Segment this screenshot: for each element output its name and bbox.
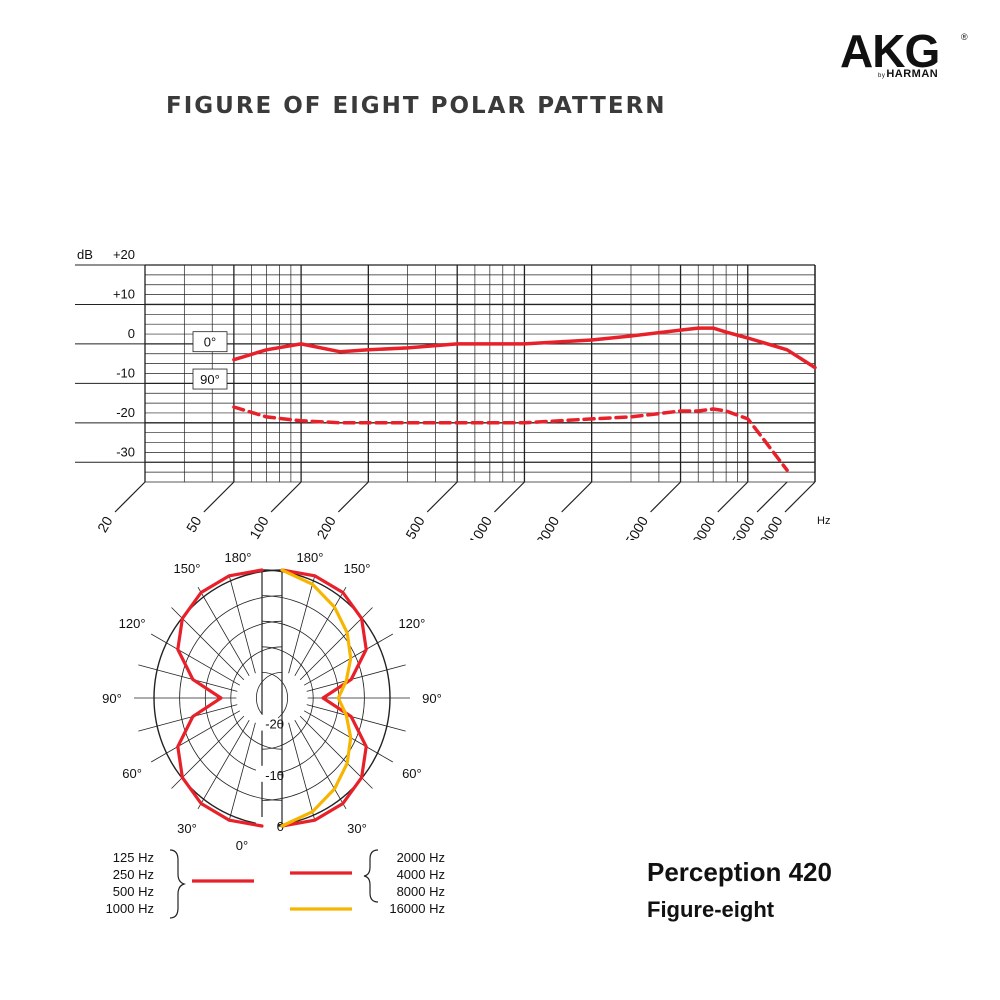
r-label-bg: [256, 765, 278, 782]
polar-spoke: [228, 722, 256, 822]
legend-label: 16000 Hz: [389, 901, 445, 916]
polar-series: [280, 568, 353, 828]
angle-label: 90°: [102, 691, 122, 706]
polar-ring: [179, 595, 283, 801]
polar-spoke: [306, 664, 406, 692]
polar-spoke: [288, 722, 316, 822]
legend-label: 8000 Hz: [397, 884, 445, 899]
y-tick-label: +20: [113, 247, 135, 262]
r-label-bg: [256, 714, 278, 731]
legend-label: 500 Hz: [113, 884, 154, 899]
polar-spoke: [288, 574, 316, 674]
polar-spoke: [294, 719, 347, 810]
legend-label: 2000 Hz: [397, 850, 445, 865]
x-unit-label: Hz: [817, 515, 830, 527]
angle-label: 0°: [236, 838, 248, 853]
legend-brace: [363, 849, 379, 903]
page-title: FIGURE OF EIGHT POLAR PATTERN: [166, 93, 667, 119]
x-tick-line: [717, 481, 749, 513]
polar-spoke: [303, 710, 394, 763]
series-line: [232, 326, 817, 370]
akg-logo: AKG ® byHARMAN: [840, 28, 970, 84]
series-label: 0°: [204, 335, 216, 350]
polar-spoke: [303, 633, 394, 686]
frequency-response-chart: 20 50 100 200 500 1000 2000 5000 10000 1500020000…: [75, 247, 830, 540]
series-line: [232, 405, 789, 472]
polar-ring: [153, 569, 283, 827]
polar-spoke: [306, 704, 406, 732]
x-tick-line: [114, 481, 146, 513]
series-label: 90°: [200, 372, 220, 387]
angle-label: 30°: [347, 821, 367, 836]
series-label-box: [192, 331, 228, 353]
x-tick-label: 50: [183, 513, 205, 535]
angle-label: 90°: [422, 691, 442, 706]
logo-by: by: [878, 73, 886, 79]
polar-spoke: [138, 664, 238, 692]
angle-label: 150°: [174, 561, 201, 576]
polar-spoke: [150, 633, 241, 686]
r-tick-label: -10: [265, 768, 284, 783]
polar-spoke: [150, 710, 241, 763]
y-unit-label: dB: [77, 247, 93, 262]
polar-ring: [230, 646, 283, 750]
polar-spoke: [294, 586, 347, 677]
x-tick-line: [561, 481, 593, 513]
legend-label: 4000 Hz: [397, 867, 445, 882]
x-tick-line: [650, 481, 681, 513]
x-tick-line: [494, 481, 525, 513]
polar-series: [280, 568, 368, 828]
x-tick-line: [784, 481, 816, 513]
legend-label: 125 Hz: [113, 850, 154, 865]
polar-series: [176, 568, 264, 828]
angle-label: 60°: [122, 766, 142, 781]
x-tick-line: [203, 481, 235, 513]
x-tick-line: [756, 481, 788, 513]
angle-label: 150°: [344, 561, 371, 576]
r-tick-label: 0: [277, 819, 284, 834]
angle-label: 120°: [119, 616, 146, 631]
legend-label: 1000 Hz: [106, 901, 154, 916]
angle-label: 180°: [225, 550, 252, 565]
x-tick-line: [270, 481, 302, 513]
polar-ring: [204, 620, 283, 776]
freq-grid: [75, 264, 816, 513]
x-tick-line: [337, 481, 369, 513]
logo-parent: HARMAN: [886, 68, 939, 80]
polar-grid: [134, 569, 410, 827]
x-tick-label: 20: [94, 513, 116, 535]
polar-spoke: [228, 574, 256, 674]
polar-spoke: [197, 586, 250, 677]
r-tick-label: -20: [265, 717, 284, 732]
legend-label: 250 Hz: [113, 867, 154, 882]
logo-subline: byHARMAN: [878, 68, 938, 80]
angle-label: 30°: [177, 821, 197, 836]
y-tick-label: -20: [116, 405, 135, 420]
polar-spoke: [138, 704, 238, 732]
series-label-box: [192, 368, 228, 390]
y-tick-label: +10: [113, 286, 135, 301]
angle-label: 60°: [402, 766, 422, 781]
x-tick-line: [426, 481, 458, 513]
y-tick-label: -30: [116, 444, 135, 459]
y-tick-label: -10: [116, 365, 135, 380]
polar-spoke: [197, 719, 250, 810]
legend-brace: [169, 849, 186, 919]
angle-label: 180°: [297, 550, 324, 565]
logo-registered-mark: ®: [961, 32, 968, 42]
r-label-bg: [256, 817, 278, 833]
y-tick-label: 0: [128, 326, 135, 341]
logo-wordmark: AKG: [840, 25, 940, 77]
angle-label: 120°: [398, 616, 425, 631]
product-name: Perception 420: [647, 857, 832, 887]
product-pattern: Figure-eight: [647, 897, 775, 922]
